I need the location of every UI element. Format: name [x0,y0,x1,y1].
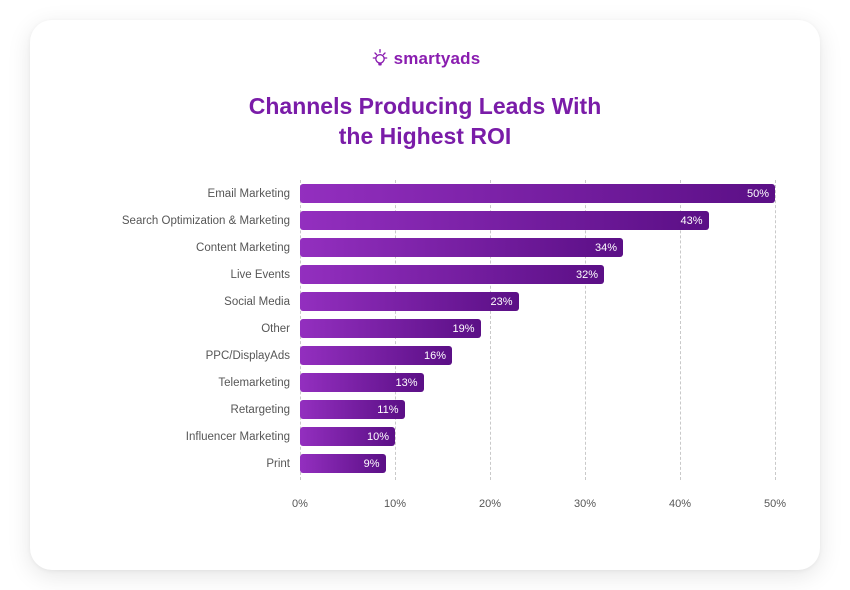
bar-row: Search Optimization & Marketing43% [300,209,775,232]
bar: 10% [300,427,395,446]
category-label: Other [261,323,290,335]
bar: 23% [300,292,519,311]
title-line-1: Channels Producing Leads With [249,93,602,119]
bar-value: 32% [576,269,598,281]
category-label: Content Marketing [196,242,290,254]
category-label: Print [266,458,290,470]
bar-row: Telemarketing13% [300,371,775,394]
x-axis-label: 20% [479,498,501,510]
brand-name: smartyads [394,49,481,68]
title-line-2: the Highest ROI [339,123,512,149]
bar-row: Social Media23% [300,290,775,313]
x-axis-label: 10% [384,498,406,510]
bar-row: PPC/DisplayAds16% [300,344,775,367]
category-label: Social Media [224,296,290,308]
x-axis-label: 30% [574,498,596,510]
brand-logo: smartyads [30,48,820,69]
bar-value: 11% [377,404,398,416]
bar: 19% [300,319,481,338]
bar-row: Content Marketing34% [300,236,775,259]
category-label: Live Events [231,269,290,281]
bar-value: 16% [424,350,446,362]
bar-value: 19% [452,323,474,335]
bar-row: Live Events32% [300,263,775,286]
bar: 16% [300,346,452,365]
bar: 9% [300,454,386,473]
bar-row: Print9% [300,452,775,475]
x-axis-label: 40% [669,498,691,510]
bar-row: Influencer Marketing10% [300,425,775,448]
category-label: Retargeting [231,404,290,416]
bar: 13% [300,373,424,392]
bar-value: 9% [364,458,380,470]
bar: 43% [300,211,709,230]
bar: 34% [300,238,623,257]
x-axis-label: 50% [764,498,786,510]
bar-row: Retargeting11% [300,398,775,421]
category-label: Email Marketing [208,188,290,200]
bar-row: Other19% [300,317,775,340]
bar-value: 10% [367,431,389,443]
chart-card: smartyads Channels Producing Leads With … [30,20,820,570]
x-axis-label: 0% [292,498,308,510]
category-label: PPC/DisplayAds [206,350,290,362]
plot-area: 0%10%20%30%40%50%Email Marketing50%Searc… [300,180,775,518]
chart-title: Channels Producing Leads With the Highes… [30,92,820,152]
category-label: Search Optimization & Marketing [122,215,290,227]
bar: 50% [300,184,775,203]
bar-value: 13% [395,377,417,389]
category-label: Influencer Marketing [186,431,290,443]
bar-value: 50% [747,188,769,200]
lightbulb-icon [370,48,390,68]
roi-bar-chart: 0%10%20%30%40%50%Email Marketing50%Searc… [90,180,790,540]
bar: 11% [300,400,405,419]
category-label: Telemarketing [218,377,290,389]
bar-value: 23% [490,296,512,308]
bar: 32% [300,265,604,284]
bar-value: 34% [595,242,617,254]
bar-value: 43% [680,215,702,227]
gridline [775,180,776,480]
bar-row: Email Marketing50% [300,182,775,205]
